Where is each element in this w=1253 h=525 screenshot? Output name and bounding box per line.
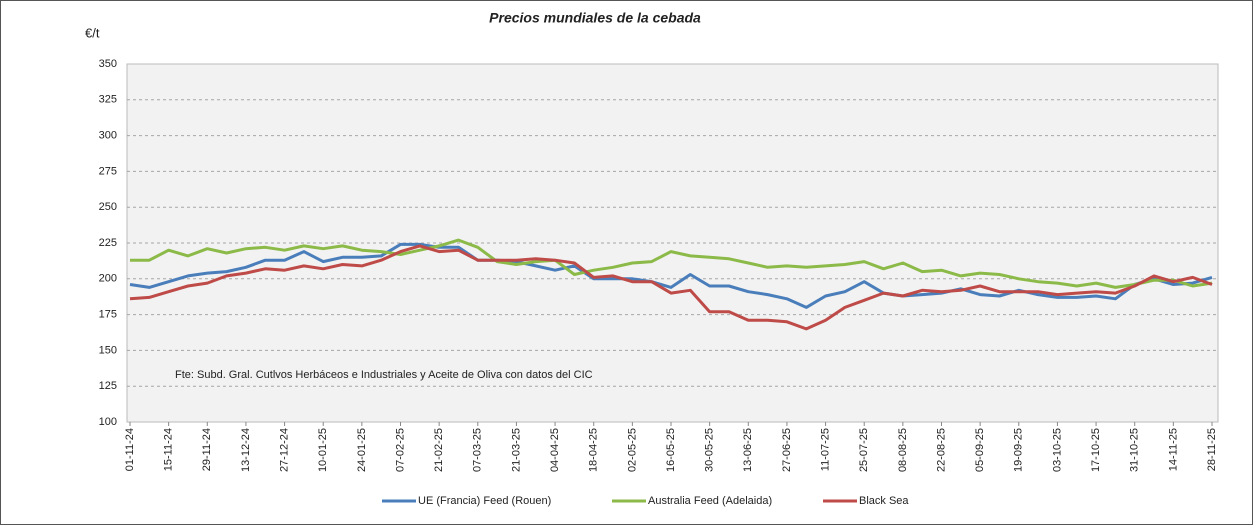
source-note: Fte: Subd. Gral. Cutlvos Herbáceos e Ind… xyxy=(175,369,593,381)
x-tick-label: 19-09-25 xyxy=(1013,428,1025,472)
legend-label: UE (Francia) Feed (Rouen) xyxy=(418,495,551,507)
y-axis-label: €/t xyxy=(85,25,100,40)
x-tick-label: 16-05-25 xyxy=(665,428,677,472)
y-tick-label: 200 xyxy=(99,273,117,285)
x-tick-label: 30-05-25 xyxy=(704,428,716,472)
x-tick-label: 01-11-24 xyxy=(124,428,136,471)
x-tick-label: 15-11-24 xyxy=(163,428,175,471)
chart-title: Precios mundiales de la cebada xyxy=(489,10,701,26)
x-tick-label: 14-11-25 xyxy=(1167,428,1179,471)
y-tick-label: 300 xyxy=(99,130,117,142)
y-tick-label: 250 xyxy=(99,201,117,213)
x-tick-label: 02-05-25 xyxy=(626,428,638,472)
x-tick-label: 05-09-25 xyxy=(974,428,986,472)
x-tick-label: 07-03-25 xyxy=(472,428,484,472)
x-tick-label: 03-10-25 xyxy=(1051,428,1063,472)
y-tick-label: 100 xyxy=(99,416,117,428)
y-tick-label: 150 xyxy=(99,344,117,356)
x-tick-label: 10-01-25 xyxy=(317,428,329,472)
x-tick-label: 21-03-25 xyxy=(510,428,522,472)
x-tick-label: 13-06-25 xyxy=(742,428,754,472)
legend-label: Australia Feed (Adelaida) xyxy=(648,495,772,507)
y-tick-label: 225 xyxy=(99,237,117,249)
x-tick-label: 22-08-25 xyxy=(935,428,947,472)
legend-label: Black Sea xyxy=(859,495,909,507)
x-tick-label: 04-04-25 xyxy=(549,428,561,472)
series-line xyxy=(130,238,1213,289)
x-tick-label: 18-04-25 xyxy=(588,428,600,472)
x-tick-label: 08-08-25 xyxy=(897,428,909,472)
x-tick-label: 17-10-25 xyxy=(1090,428,1102,472)
x-tick-label: 13-12-24 xyxy=(240,428,252,472)
x-tick-label: 27-06-25 xyxy=(781,428,793,472)
x-tick-label: 28-11-25 xyxy=(1206,428,1218,471)
y-tick-label: 175 xyxy=(99,309,117,321)
x-tick-label: 24-01-25 xyxy=(356,428,368,472)
x-tick-label: 21-02-25 xyxy=(433,428,445,472)
x-tick-label: 25-07-25 xyxy=(858,428,870,472)
x-tick-label: 11-07-25 xyxy=(819,428,831,471)
x-tick-label: 31-10-25 xyxy=(1129,428,1141,472)
x-tick-label: 27-12-24 xyxy=(278,428,290,472)
series-line xyxy=(129,244,1213,331)
y-tick-label: 125 xyxy=(99,380,117,392)
x-tick-label: 29-11-24 xyxy=(201,428,213,471)
y-tick-label: 325 xyxy=(99,94,117,106)
y-tick-label: 350 xyxy=(99,58,117,70)
y-tick-label: 275 xyxy=(99,165,117,177)
x-tick-label: 07-02-25 xyxy=(394,428,406,472)
